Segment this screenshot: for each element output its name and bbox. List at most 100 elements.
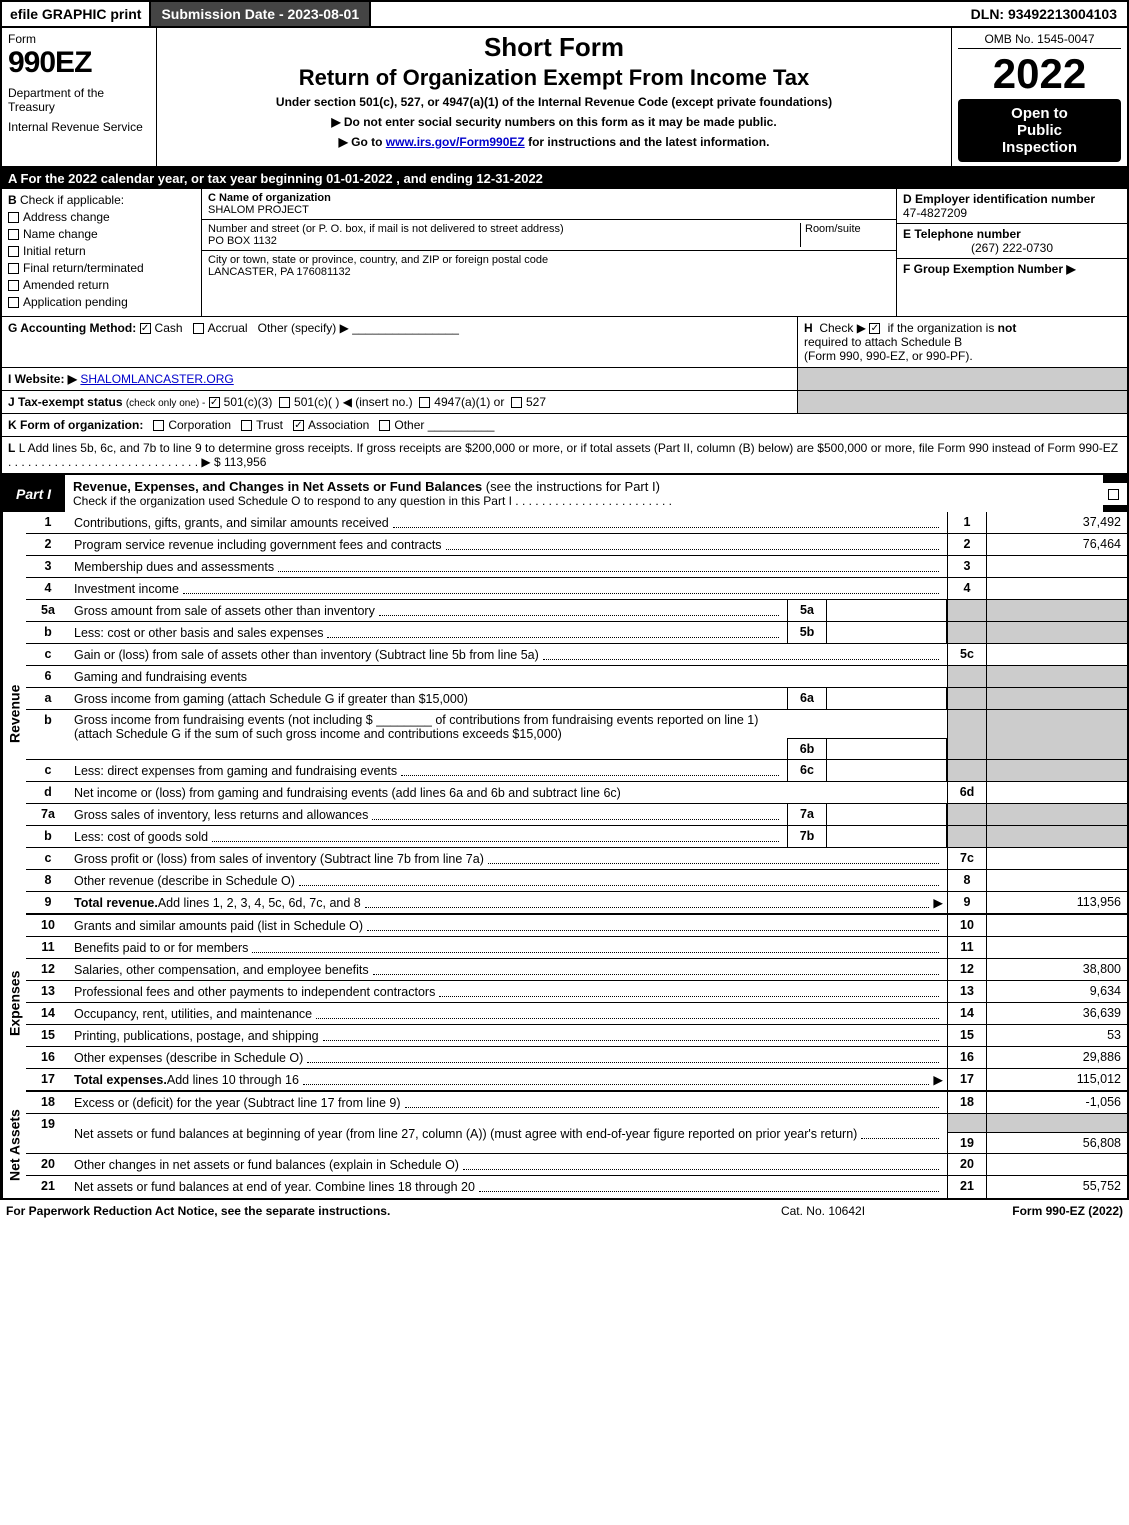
ln-desc: Less: cost or other basis and sales expe… (70, 622, 787, 643)
chk-label: Application pending (23, 295, 128, 309)
org-name: SHALOM PROJECT (208, 204, 309, 216)
street-label: Number and street (or P. O. box, if mail… (208, 223, 564, 235)
ln-rnum-shaded (947, 760, 987, 781)
ln-num: 7a (26, 804, 70, 825)
checkbox-icon[interactable] (8, 263, 19, 274)
ln-num: b (26, 826, 70, 847)
street-value: PO BOX 1132 (208, 235, 277, 247)
j-label: J Tax-exempt status (8, 395, 123, 409)
row-l: L L Add lines 5b, 6c, and 7b to line 9 t… (2, 437, 1127, 475)
header-center: Short Form Return of Organization Exempt… (157, 28, 952, 166)
ln-rnum-shaded (947, 804, 987, 825)
ln-rnum: 2 (947, 534, 987, 555)
row-gh: G Accounting Method: Cash Accrual Other … (2, 317, 1127, 368)
ln-rnum-shaded (947, 710, 987, 759)
ln-num: 20 (26, 1154, 70, 1175)
ln-rval: 53 (987, 1025, 1127, 1046)
checkbox-icon[interactable] (8, 280, 19, 291)
info-grid: B Check if applicable: Address change Na… (0, 189, 1129, 317)
revenue-body: 1 Contributions, gifts, grants, and simi… (26, 512, 1127, 915)
chk-527[interactable] (511, 397, 522, 408)
chk-accrual[interactable] (193, 323, 204, 334)
ln-rval (987, 870, 1127, 891)
ln-rnum: 3 (947, 556, 987, 577)
part-1-tab: Part I (2, 482, 65, 506)
ssn-warning: Do not enter social security numbers on … (165, 115, 943, 129)
chk-amended-return[interactable]: Amended return (8, 278, 195, 292)
ln-rnum: 11 (947, 937, 987, 958)
ln-num: b (26, 710, 70, 759)
checkbox-icon[interactable] (8, 297, 19, 308)
ln-desc: Other expenses (describe in Schedule O) (70, 1047, 947, 1068)
line-18: 18 Excess or (deficit) for the year (Sub… (26, 1092, 1127, 1114)
expenses-side-label: Expenses (2, 915, 26, 1092)
ln-desc: Program service revenue including govern… (70, 534, 947, 555)
ln-rnum: 4 (947, 578, 987, 599)
chk-corp[interactable] (153, 420, 164, 431)
ln-rval (987, 937, 1127, 958)
ln-mnum: 5b (787, 622, 827, 643)
line-9: 9 Total revenue. Add lines 1, 2, 3, 4, 5… (26, 892, 1127, 915)
ln-rval-wrap: 56,808 (987, 1114, 1127, 1153)
line-2: 2 Program service revenue including gove… (26, 534, 1127, 556)
chk-501c3[interactable] (209, 397, 220, 408)
chk-assoc[interactable] (293, 420, 304, 431)
ln-rval-shaded (987, 804, 1127, 825)
ln-rval (987, 782, 1127, 803)
ln-rnum-shaded (947, 688, 987, 709)
ln-desc: Total expenses. Add lines 10 through 16▶ (70, 1069, 947, 1090)
line-19: 19 Net assets or fund balances at beginn… (26, 1114, 1127, 1154)
part-1-title-sub: (see the instructions for Part I) (486, 479, 660, 494)
chk-name-change[interactable]: Name change (8, 227, 195, 241)
ln-mval (827, 804, 947, 825)
ln-desc: Net income or (loss) from gaming and fun… (70, 782, 947, 803)
chk-501c[interactable] (279, 397, 290, 408)
revenue-side-label: Revenue (2, 512, 26, 915)
top-bar: efile GRAPHIC print Submission Date - 20… (0, 0, 1129, 28)
ln-rnum: 7c (947, 848, 987, 869)
chk-schedule-b[interactable] (869, 323, 880, 334)
ln-rval (987, 915, 1127, 936)
line-21: 21 Net assets or fund balances at end of… (26, 1176, 1127, 1198)
tax-year: 2022 (958, 53, 1121, 95)
part-1-title-text: Revenue, Expenses, and Changes in Net As… (73, 479, 482, 494)
g-cash: Cash (155, 321, 183, 335)
ln-rval: 36,639 (987, 1003, 1127, 1024)
efile-label[interactable]: efile GRAPHIC print (2, 2, 151, 26)
checkbox-icon[interactable] (8, 212, 19, 223)
website-link[interactable]: SHALOMLANCASTER.ORG (80, 372, 233, 386)
ln-rval: 38,800 (987, 959, 1127, 980)
chk-other[interactable] (379, 420, 390, 431)
line-12: 12 Salaries, other compensation, and emp… (26, 959, 1127, 981)
l-amount: $ 113,956 (214, 455, 267, 469)
ln-rnum: 13 (947, 981, 987, 1002)
row-g: G Accounting Method: Cash Accrual Other … (2, 317, 797, 367)
chk-final-return[interactable]: Final return/terminated (8, 261, 195, 275)
ln-num: 8 (26, 870, 70, 891)
checkbox-icon[interactable] (1108, 489, 1119, 500)
checkbox-icon[interactable] (8, 229, 19, 240)
ln-rval (987, 1154, 1127, 1175)
ln-rval: 76,464 (987, 534, 1127, 555)
ein-cell: D Employer identification number 47-4827… (897, 189, 1127, 224)
ln-desc: Less: cost of goods sold (70, 826, 787, 847)
part-1-check[interactable] (1103, 483, 1127, 505)
irs-link[interactable]: www.irs.gov/Form990EZ (386, 135, 525, 149)
chk-4947[interactable] (419, 397, 430, 408)
ln-num: 3 (26, 556, 70, 577)
line-11: 11 Benefits paid to or for members 11 (26, 937, 1127, 959)
netassets-side-label: Net Assets (2, 1092, 26, 1198)
chk-initial-return[interactable]: Initial return (8, 244, 195, 258)
ln-rval-shaded (987, 666, 1127, 687)
chk-cash[interactable] (140, 323, 151, 334)
chk-application-pending[interactable]: Application pending (8, 295, 195, 309)
ln-rval-shaded (987, 710, 1127, 759)
checkbox-icon[interactable] (8, 246, 19, 257)
ln-desc: Professional fees and other payments to … (70, 981, 947, 1002)
ln-rnum: 8 (947, 870, 987, 891)
line-6c: c Less: direct expenses from gaming and … (26, 760, 1127, 782)
ln-desc: Printing, publications, postage, and shi… (70, 1025, 947, 1046)
h-form: (Form 990, 990-EZ, or 990-PF). (804, 349, 973, 363)
chk-trust[interactable] (241, 420, 252, 431)
chk-address-change[interactable]: Address change (8, 210, 195, 224)
